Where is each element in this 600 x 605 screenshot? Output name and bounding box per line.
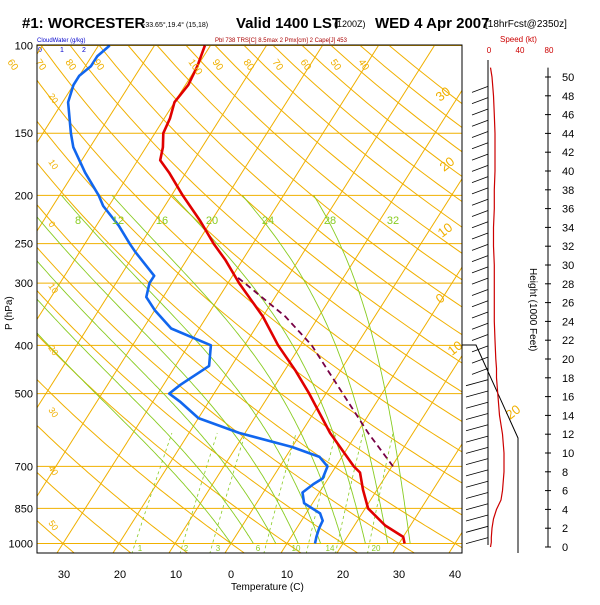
speed-tick-80: 80 <box>545 46 554 55</box>
height-tick-10: 10 <box>562 448 574 460</box>
temperature-tick-3: 0 <box>228 569 234 581</box>
temperature-tick-4: 10 <box>281 569 293 581</box>
pressure-tick-250: 250 <box>15 239 33 251</box>
temperature-tick-0: 30 <box>58 569 70 581</box>
temperature-tick-5: 20 <box>337 569 349 581</box>
pressure-tick-1000: 1000 <box>9 539 33 551</box>
valid-time: Valid 1400 LST <box>236 15 341 32</box>
height-tick-24: 24 <box>562 316 574 328</box>
lower-mixing-label-1: 2 <box>184 544 189 553</box>
temperature-tick-7: 40 <box>449 569 461 581</box>
lower-mixing-label-0: 1 <box>138 544 143 553</box>
height-tick-26: 26 <box>562 298 574 310</box>
height-tick-50: 50 <box>562 72 574 84</box>
y-axis-label: P (hPa) <box>4 296 15 330</box>
mixing-ratio-label-8: 8 <box>75 215 81 227</box>
height-tick-28: 28 <box>562 279 574 291</box>
height-tick-48: 48 <box>562 91 574 103</box>
pressure-tick-300: 300 <box>15 278 33 290</box>
height-tick-16: 16 <box>562 392 574 404</box>
mixing-ratio-label-28: 28 <box>324 215 336 227</box>
height-tick-46: 46 <box>562 110 574 122</box>
height-tick-8: 8 <box>562 467 568 479</box>
valid-date: WED 4 Apr 2007 <box>375 15 490 32</box>
speed-tick-40: 40 <box>516 46 525 55</box>
height-tick-30: 30 <box>562 260 574 272</box>
pressure-tick-200: 200 <box>15 190 33 202</box>
forecast-hour: [18hrFcst@2350z] <box>485 19 567 30</box>
cloudwater-label: CloudWater (g/kg) <box>37 38 85 44</box>
mixing-ratio-label-12: 12 <box>112 215 124 227</box>
height-axis-label: Height (1000 Feet) <box>527 268 538 351</box>
mixing-ratio-label-16: 16 <box>156 215 168 227</box>
height-tick-20: 20 <box>562 354 574 366</box>
height-tick-44: 44 <box>562 128 574 140</box>
height-tick-18: 18 <box>562 373 574 385</box>
station-title: #1: WORCESTER <box>22 15 146 32</box>
params-line: Pbl 738 TRS[C] 8.5max 2 Pmx[cm] 2 Cape[J… <box>215 38 348 44</box>
height-tick-12: 12 <box>562 429 574 441</box>
height-tick-40: 40 <box>562 166 574 178</box>
temperature-tick-1: 20 <box>114 569 126 581</box>
pressure-tick-100: 100 <box>15 41 33 53</box>
height-tick-22: 22 <box>562 335 574 347</box>
cloudwater-tick-1: 1 <box>60 47 64 54</box>
height-tick-36: 36 <box>562 204 574 216</box>
lower-mixing-label-6: 20 <box>372 544 381 553</box>
pressure-tick-150: 150 <box>15 128 33 140</box>
height-tick-2: 2 <box>562 523 568 535</box>
height-tick-32: 32 <box>562 241 574 253</box>
cloudwater-tick-0: 0 <box>38 47 42 54</box>
lower-mixing-label-3: 6 <box>256 544 261 553</box>
lower-mixing-label-4: 10 <box>292 544 301 553</box>
utc-time: (1200Z) <box>334 19 366 29</box>
mixing-ratio-label-20: 20 <box>206 215 218 227</box>
cloudwater-tick-2: 2 <box>82 47 86 54</box>
speed-tick-0: 0 <box>487 46 492 55</box>
temperature-tick-2: 10 <box>170 569 182 581</box>
lower-mixing-label-2: 3 <box>216 544 221 553</box>
station-coords: -33.65°,19.4° (15,18) <box>143 21 208 29</box>
speed-axis-title: Speed (kt) <box>500 35 537 44</box>
x-axis-label: Temperature (C) <box>231 582 304 593</box>
height-tick-6: 6 <box>562 486 568 498</box>
pressure-tick-400: 400 <box>15 340 33 352</box>
temperature-tick-6: 30 <box>393 569 405 581</box>
height-tick-42: 42 <box>562 147 574 159</box>
mixing-ratio-label-24: 24 <box>262 215 274 227</box>
pressure-tick-850: 850 <box>15 503 33 515</box>
height-tick-4: 4 <box>562 504 568 516</box>
height-tick-14: 14 <box>562 410 574 422</box>
height-tick-38: 38 <box>562 185 574 197</box>
mixing-ratio-label-32: 32 <box>387 215 399 227</box>
pressure-tick-500: 500 <box>15 389 33 401</box>
pressure-tick-700: 700 <box>15 461 33 473</box>
lower-mixing-label-5: 14 <box>326 544 335 553</box>
height-tick-0: 0 <box>562 542 568 554</box>
height-tick-34: 34 <box>562 222 574 234</box>
